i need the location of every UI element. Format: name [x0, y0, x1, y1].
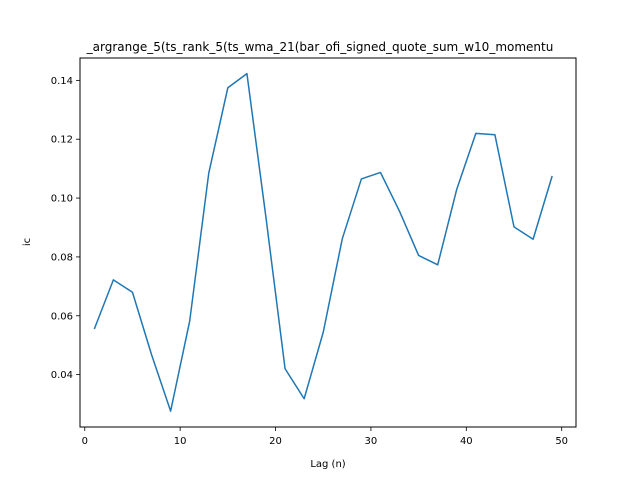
x-tick-label: 20: [269, 436, 282, 447]
y-tick-label: 0.12: [51, 135, 73, 146]
y-axis: 0.04 0.06 0.08 0.10 0.12 0.14: [51, 76, 80, 381]
x-axis-label: Lag (n): [310, 459, 345, 470]
x-tick-label: 0: [82, 436, 88, 447]
y-tick-label: 0.06: [51, 311, 73, 322]
y-tick-label: 0.04: [51, 370, 73, 381]
y-tick-label: 0.14: [51, 76, 73, 87]
y-tick-label: 0.10: [51, 194, 73, 205]
ic-series-line: [93, 72, 553, 412]
plot-area: [79, 57, 577, 428]
x-tick-label: 40: [460, 436, 473, 447]
axes-frame: [79, 57, 577, 428]
y-axis-label: ic: [22, 238, 33, 246]
y-tick-label: 0.08: [51, 252, 73, 263]
x-tick-label: 30: [365, 436, 378, 447]
series-layer: [93, 72, 553, 412]
x-axis: 0 10 20 30 40 50: [82, 427, 568, 447]
chart-title: _argrange_5(ts_rank_5(ts_wma_21(bar_ofi_…: [86, 40, 554, 54]
x-tick-label: 10: [174, 436, 187, 447]
x-tick-label: 50: [555, 436, 568, 447]
